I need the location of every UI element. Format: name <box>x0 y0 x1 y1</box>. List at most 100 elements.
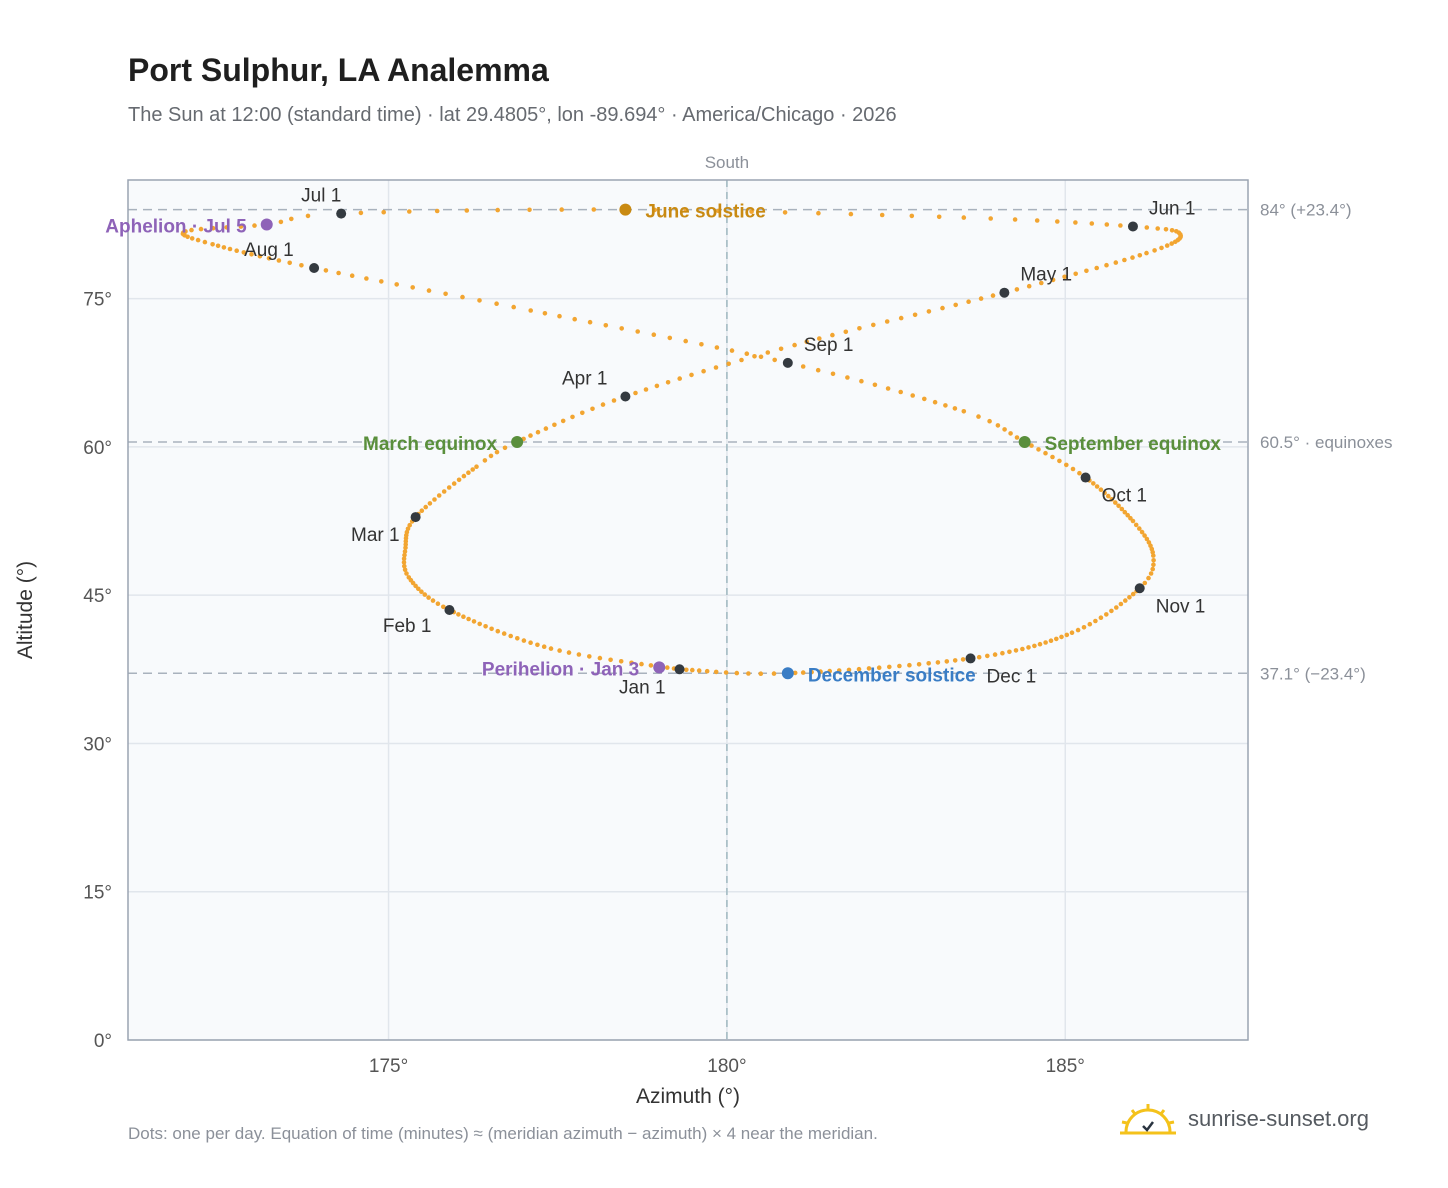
day-dot <box>771 671 777 676</box>
day-dot <box>1070 466 1076 472</box>
day-dot <box>495 207 501 213</box>
day-dot <box>461 614 466 619</box>
day-dot <box>1159 245 1164 251</box>
x-tick-label: 180° <box>707 1056 746 1077</box>
day-dot <box>953 302 958 308</box>
day-dot <box>195 237 201 243</box>
plot-area <box>128 180 1248 1040</box>
day-dot <box>1127 595 1132 600</box>
day-dot <box>587 654 592 659</box>
day-dot <box>299 263 304 268</box>
day-dot <box>1091 481 1096 486</box>
day-dot <box>289 216 294 222</box>
day-dot <box>1013 648 1019 653</box>
meridian-line: South <box>705 153 749 1040</box>
day-dot <box>466 470 471 476</box>
day-dot <box>704 668 710 674</box>
day-dot <box>379 279 384 284</box>
day-dot <box>210 225 216 231</box>
day-dot <box>611 398 617 403</box>
day-dot <box>1089 221 1095 226</box>
day-dot <box>494 449 500 455</box>
day-dot <box>422 592 428 597</box>
day-dot <box>406 575 412 580</box>
day-dot <box>1151 553 1156 558</box>
event-label: Perihelion · Jan 3 <box>482 659 639 680</box>
day-dot <box>1043 450 1048 456</box>
day-dot <box>846 667 852 673</box>
day-dot <box>576 652 582 657</box>
day-dot <box>566 650 572 655</box>
day-dot <box>278 219 284 225</box>
day-dot <box>234 248 239 253</box>
day-dot <box>430 598 436 603</box>
day-dot <box>597 655 603 661</box>
day-dot <box>1081 625 1087 630</box>
day-dot <box>1000 650 1005 656</box>
day-dot <box>1069 630 1075 635</box>
day-dot <box>690 667 695 673</box>
day-dot <box>591 207 597 212</box>
day-dot <box>639 661 644 667</box>
day-dot <box>926 661 931 666</box>
day-dot <box>488 453 494 459</box>
brand[interactable]: sunrise-sunset.org <box>1120 1102 1369 1136</box>
month-marker <box>674 664 685 675</box>
day-dot <box>1114 605 1119 610</box>
day-dot <box>884 319 890 324</box>
day-dot <box>1142 580 1148 586</box>
day-dot <box>1113 500 1118 505</box>
day-dot <box>1008 431 1013 436</box>
day-dot <box>441 489 447 494</box>
day-dot <box>552 422 557 428</box>
day-dot <box>683 208 689 213</box>
day-dot <box>651 332 657 338</box>
month-marker-label: Nov 1 <box>1156 596 1206 617</box>
day-dot <box>1012 217 1018 222</box>
y-axis-label: Altitude (°) <box>14 561 37 659</box>
day-dot <box>782 210 788 215</box>
day-dot <box>215 243 221 249</box>
day-dot <box>224 225 229 230</box>
day-dot <box>848 211 854 217</box>
event-label: December solstice <box>808 665 976 686</box>
day-dot <box>804 339 809 345</box>
day-dot <box>508 633 513 639</box>
day-dot <box>1064 632 1070 638</box>
chart-subtitle: The Sun at 12:00 (standard time) · lat 2… <box>128 104 897 126</box>
chart-title: Port Sulphur, LA Analemma <box>128 52 549 88</box>
day-dot <box>1104 612 1109 617</box>
day-dot <box>1116 503 1121 509</box>
day-dot <box>1084 268 1089 274</box>
day-dot <box>477 621 483 627</box>
day-dot <box>1139 529 1145 535</box>
day-dot <box>435 601 441 606</box>
day-dot <box>443 291 448 297</box>
day-dot <box>402 563 407 569</box>
day-dot <box>349 273 355 279</box>
day-dot <box>859 378 864 384</box>
day-dot <box>1102 490 1107 496</box>
day-dot <box>843 329 849 335</box>
day-dot <box>960 657 966 662</box>
month-marker-label: Sep 1 <box>804 335 854 356</box>
x-axis-ticks: 175° 180° 185° <box>369 1056 1085 1077</box>
day-dot <box>976 414 981 419</box>
day-dot <box>940 305 945 311</box>
day-dot <box>885 386 891 391</box>
month-marker <box>1080 472 1091 483</box>
reference-line-label: 84° (+23.4°) <box>1260 201 1352 220</box>
day-dot <box>907 662 912 668</box>
day-dot <box>916 662 922 667</box>
day-dot <box>336 270 341 276</box>
day-dot <box>189 236 195 241</box>
footnote: Dots: one per day. Equation of time (min… <box>128 1124 878 1143</box>
day-dot <box>402 567 408 573</box>
day-dot <box>252 223 257 228</box>
day-dot <box>987 418 992 424</box>
day-dot <box>456 612 461 617</box>
day-dot <box>483 624 488 629</box>
day-dot <box>494 301 499 307</box>
day-dot <box>515 636 520 641</box>
day-dot <box>961 409 967 414</box>
